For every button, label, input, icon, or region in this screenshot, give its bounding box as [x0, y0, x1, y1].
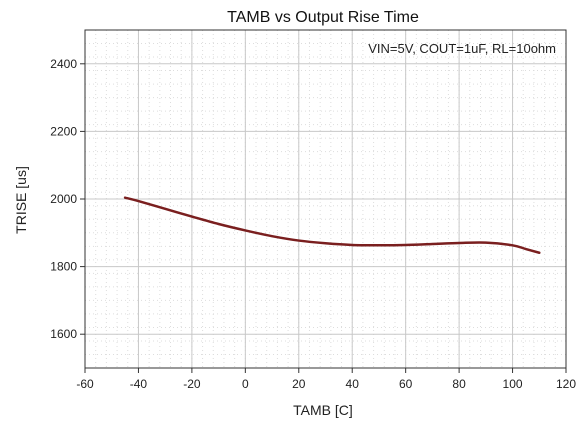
x-tick-label: -20	[183, 377, 201, 391]
y-tick-label: 1600	[50, 327, 77, 341]
x-tick-label: 120	[556, 377, 576, 391]
x-tick-label: 40	[346, 377, 360, 391]
x-tick-label: 100	[503, 377, 523, 391]
series-line	[123, 196, 541, 254]
x-axis-title: TAMB [C]	[293, 402, 353, 418]
y-axis-title: TRISE [us]	[13, 166, 29, 234]
x-tick-label: -40	[130, 377, 148, 391]
y-tick-label: 2000	[50, 192, 77, 206]
y-tick-label: 2200	[50, 124, 77, 138]
conditions-annotation: VIN=5V, COUT=1uF, RL=10ohm	[368, 41, 556, 56]
y-tick-label: 2400	[50, 57, 77, 71]
x-tick-label: 20	[292, 377, 306, 391]
axis-ticks	[80, 63, 567, 373]
chart-title: TAMB vs Output Rise Time	[227, 9, 419, 26]
x-tick-label: 80	[452, 377, 466, 391]
x-tick-label: -60	[76, 377, 94, 391]
x-tick-label: 60	[399, 377, 413, 391]
y-tick-label: 1800	[50, 260, 77, 274]
series-group	[123, 196, 541, 254]
tick-labels: -60 -40 -20 0 20 40 60 80 100 120 1600 1800 2000 2200…	[50, 57, 576, 391]
x-tick-label: 0	[242, 377, 249, 391]
